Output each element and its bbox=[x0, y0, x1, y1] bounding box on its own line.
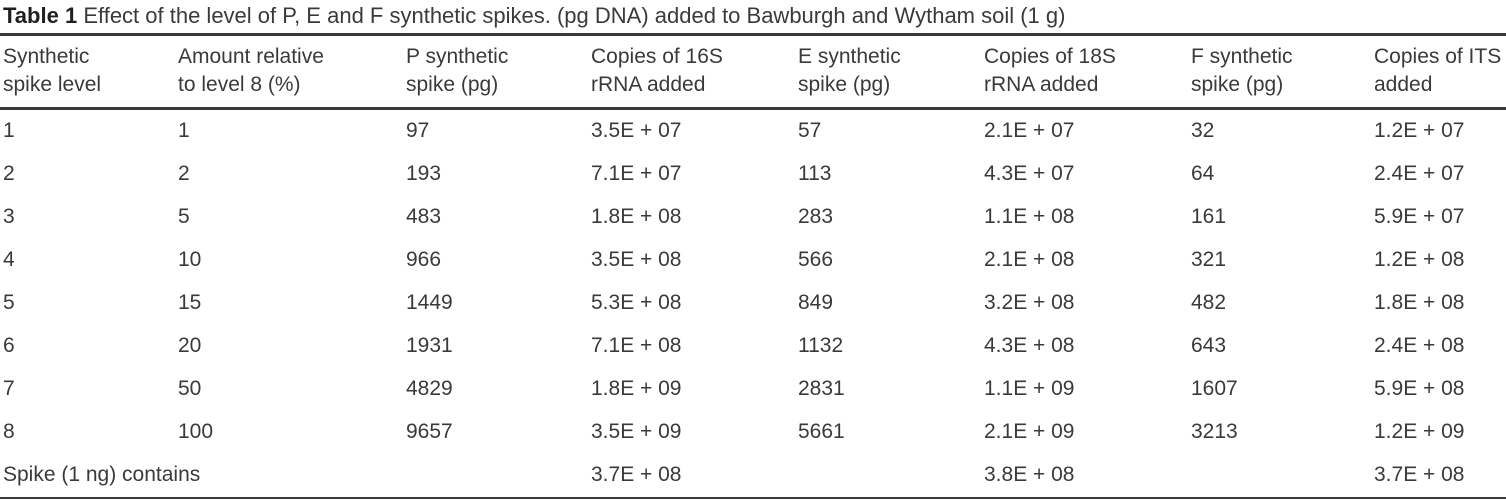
table-cell: 4.3E + 08 bbox=[984, 334, 1075, 358]
table-row: 8 100 9657 3.5E + 09 5661 2.1E + 09 3213 1.2E +… bbox=[0, 411, 1506, 454]
table-cell: 7.1E + 08 bbox=[591, 334, 682, 358]
table-header-row: Synthetic spike level Amount relative to… bbox=[0, 34, 1506, 110]
table-cell-empty bbox=[795, 454, 981, 498]
table-cell: 2831 bbox=[798, 377, 845, 401]
table-cell: 9657 bbox=[406, 420, 453, 444]
table-cell: 6 bbox=[3, 334, 15, 358]
table-cell: 4829 bbox=[406, 377, 453, 401]
table-cell: 10 bbox=[178, 248, 202, 272]
table-cell: 1931 bbox=[406, 334, 453, 358]
footer-copies-its: 3.7E + 08 bbox=[1374, 463, 1465, 487]
table-cell: 7.1E + 07 bbox=[591, 162, 682, 186]
table-cell: 1 bbox=[178, 119, 190, 143]
table-cell: 1449 bbox=[406, 291, 453, 315]
table-cell: 50 bbox=[178, 377, 202, 401]
table-cell: 3.5E + 08 bbox=[591, 248, 682, 272]
table-cell: 57 bbox=[798, 119, 822, 143]
column-header-copies-its: Copies of ITS added bbox=[1371, 34, 1506, 110]
table-cell: 2.4E + 07 bbox=[1374, 162, 1465, 186]
column-header-synthetic-spike-level: Synthetic spike level bbox=[0, 34, 175, 110]
table-row: 4 10 966 3.5E + 08 566 2.1E + 08 321 1.2E + 08 bbox=[0, 239, 1506, 282]
table-cell: 5.3E + 08 bbox=[591, 291, 682, 315]
column-header-copies-16s: Copies of 16S rRNA added bbox=[588, 34, 795, 110]
table-cell: 849 bbox=[798, 291, 834, 315]
table-cell: 2.4E + 08 bbox=[1374, 334, 1465, 358]
table-cell: 97 bbox=[406, 119, 430, 143]
table-header: Synthetic spike level Amount relative to… bbox=[0, 34, 1506, 110]
table-cell: 5 bbox=[178, 205, 190, 229]
table-cell: 1.1E + 08 bbox=[984, 205, 1075, 229]
column-header-p-synthetic-spike: P synthetic spike (pg) bbox=[403, 34, 588, 110]
footer-label: Spike (1 ng) contains bbox=[3, 463, 201, 487]
table-row: 5 15 1449 5.3E + 08 849 3.2E + 08 482 1.8E + 08 bbox=[0, 282, 1506, 325]
table-cell: 5661 bbox=[798, 420, 845, 444]
table-cell: 8 bbox=[3, 420, 15, 444]
table-cell: 1.1E + 09 bbox=[984, 377, 1075, 401]
footer-copies-18s: 3.8E + 08 bbox=[984, 463, 1075, 487]
table-cell: 321 bbox=[1191, 248, 1227, 272]
table-cell: 2.1E + 09 bbox=[984, 420, 1075, 444]
table-cell: 283 bbox=[798, 205, 834, 229]
table-cell-empty bbox=[1188, 454, 1371, 498]
table-cell: 4 bbox=[3, 248, 15, 272]
column-header-copies-18s: Copies of 18S rRNA added bbox=[981, 34, 1188, 110]
table-cell: 20 bbox=[178, 334, 202, 358]
table-caption: Table 1 Effect of the level of P, E and … bbox=[0, 0, 1506, 33]
table-cell: 3 bbox=[3, 205, 15, 229]
table-row: 6 20 1931 7.1E + 08 1132 4.3E + 08 643 2.4E + 0… bbox=[0, 325, 1506, 368]
column-header-f-synthetic-spike: F synthetic spike (pg) bbox=[1188, 34, 1371, 110]
table-cell: 3.5E + 09 bbox=[591, 420, 682, 444]
table-cell: 5.9E + 08 bbox=[1374, 377, 1465, 401]
table-row: 3 5 483 1.8E + 08 283 1.1E + 08 161 5.9E + 07 bbox=[0, 196, 1506, 239]
table-cell: 2 bbox=[3, 162, 15, 186]
table-cell: 7 bbox=[3, 377, 15, 401]
table-footer-row: Spike (1 ng) contains 3.7E + 08 3.8E + 0… bbox=[0, 454, 1506, 498]
table-cell: 64 bbox=[1191, 162, 1215, 186]
table-cell: 161 bbox=[1191, 205, 1227, 229]
table-cell: 1.8E + 08 bbox=[591, 205, 682, 229]
table-cell: 1132 bbox=[798, 334, 844, 358]
table-cell: 1 bbox=[3, 119, 15, 143]
table-cell: 113 bbox=[798, 162, 832, 186]
table-cell: 482 bbox=[1191, 291, 1227, 315]
table-cell: 5 bbox=[3, 291, 15, 315]
table-caption-label: Table 1 bbox=[3, 3, 78, 28]
footer-copies-16s: 3.7E + 08 bbox=[591, 463, 682, 487]
table-cell: 100 bbox=[178, 420, 214, 444]
table-cell: 4.3E + 07 bbox=[984, 162, 1075, 186]
column-header-e-synthetic-spike: E synthetic spike (pg) bbox=[795, 34, 981, 110]
table-cell: 1.8E + 09 bbox=[591, 377, 682, 401]
column-header-amount-relative: Amount relative to level 8 (%) bbox=[175, 34, 403, 110]
table-cell: 1607 bbox=[1191, 377, 1238, 401]
table-row: 7 50 4829 1.8E + 09 2831 1.1E + 09 1607 5.9E + … bbox=[0, 368, 1506, 411]
table-body: 1 1 97 3.5E + 07 57 2.1E + 07 32 1.2E + 07 2 2 193… bbox=[0, 108, 1506, 454]
table-cell: 2.1E + 08 bbox=[984, 248, 1075, 272]
table-footer: Spike (1 ng) contains 3.7E + 08 3.8E + 0… bbox=[0, 454, 1506, 498]
table-cell: 2.1E + 07 bbox=[984, 119, 1075, 143]
data-table: Synthetic spike level Amount relative to… bbox=[0, 33, 1506, 499]
table-cell: 3.5E + 07 bbox=[591, 119, 682, 143]
table-cell: 5.9E + 07 bbox=[1374, 205, 1465, 229]
table-cell: 32 bbox=[1191, 119, 1215, 143]
table-row: 2 2 193 7.1E + 07 113 4.3E + 07 64 2.4E + 07 bbox=[0, 153, 1506, 196]
table-cell: 193 bbox=[406, 162, 442, 186]
table-cell: 483 bbox=[406, 205, 442, 229]
table-cell: 2 bbox=[178, 162, 190, 186]
table-cell: 966 bbox=[406, 248, 442, 272]
table-cell: 1.2E + 08 bbox=[1374, 248, 1465, 272]
table-cell: 3213 bbox=[1191, 420, 1238, 444]
table-cell: 3.2E + 08 bbox=[984, 291, 1075, 315]
table-cell: 643 bbox=[1191, 334, 1227, 358]
table-cell: 1.2E + 09 bbox=[1374, 420, 1465, 444]
table-cell: 1.2E + 07 bbox=[1374, 119, 1465, 143]
table-caption-text: Effect of the level of P, E and F synthe… bbox=[83, 3, 1066, 28]
table-cell: 566 bbox=[798, 248, 834, 272]
table-row: 1 1 97 3.5E + 07 57 2.1E + 07 32 1.2E + 07 bbox=[0, 108, 1506, 153]
table-cell: 1.8E + 08 bbox=[1374, 291, 1465, 315]
table-cell: 15 bbox=[178, 291, 202, 315]
